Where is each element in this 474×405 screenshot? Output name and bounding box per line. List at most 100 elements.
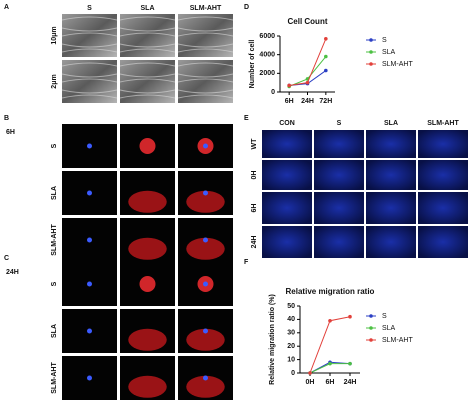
nucleus xyxy=(203,190,208,196)
texture xyxy=(119,62,176,67)
label: S xyxy=(337,120,342,127)
nucleus xyxy=(203,328,208,334)
nucleus xyxy=(87,328,92,334)
legend-marker xyxy=(369,38,373,42)
row-label: 2μm xyxy=(51,74,58,88)
y-tick-label: 50 xyxy=(287,303,295,310)
migration-image xyxy=(418,226,468,258)
y-tick-label: 4000 xyxy=(259,52,275,59)
cell-red xyxy=(128,237,167,260)
migration-image xyxy=(418,130,468,158)
label: SLM-AHT xyxy=(190,5,222,12)
legend-label: S xyxy=(382,313,387,320)
point xyxy=(328,361,332,366)
y-tick-label: 2000 xyxy=(259,70,275,77)
migration-image xyxy=(314,192,364,224)
label: 24H xyxy=(6,269,19,276)
migration-image xyxy=(366,192,416,224)
panel-label: D xyxy=(244,4,249,11)
nucleus xyxy=(203,237,208,243)
y-axis-label: Relative migration ratio (%) xyxy=(269,294,276,385)
cell-red xyxy=(139,276,156,292)
texture xyxy=(61,16,118,21)
texture xyxy=(61,62,118,67)
legend-marker xyxy=(369,62,373,66)
label: A xyxy=(4,4,9,11)
cell-red xyxy=(128,375,167,398)
label: S xyxy=(87,5,92,12)
nucleus xyxy=(87,375,92,381)
y-tick-label: 0 xyxy=(291,370,295,377)
migration-image xyxy=(366,130,416,158)
cell-red xyxy=(186,375,225,398)
row-label: SLM-AHT xyxy=(51,362,58,394)
y-tick-label: 40 xyxy=(287,316,295,323)
point xyxy=(324,37,328,41)
label: SLM-AHT xyxy=(427,120,459,127)
x-tick-label: 72H xyxy=(319,98,332,105)
legend-marker xyxy=(369,50,373,54)
x-tick-label: 6H xyxy=(285,98,294,105)
texture xyxy=(177,62,234,67)
texture xyxy=(119,32,176,37)
y-tick-label: 20 xyxy=(287,343,295,350)
label: B xyxy=(4,115,9,122)
cell-red xyxy=(186,328,225,351)
texture xyxy=(119,89,176,94)
cell-red xyxy=(186,190,225,213)
y-tick-label: 30 xyxy=(287,330,295,337)
legend-label: SLM-AHT xyxy=(382,337,413,344)
panel-label: F xyxy=(244,259,249,266)
row-label: SLM-AHT xyxy=(51,224,58,256)
cell-red xyxy=(186,237,225,260)
texture xyxy=(119,16,176,21)
legend-marker xyxy=(369,314,373,318)
migration-image xyxy=(314,160,364,190)
texture xyxy=(119,43,176,48)
legend-marker xyxy=(369,338,373,342)
row-label: 10μm xyxy=(51,26,58,44)
texture xyxy=(61,48,118,53)
migration-image xyxy=(262,192,312,224)
label: SLA xyxy=(384,120,398,127)
texture xyxy=(177,32,234,37)
texture xyxy=(119,27,176,32)
x-tick-label: 24H xyxy=(344,379,357,386)
y-tick-label: 0 xyxy=(271,89,275,96)
nucleus xyxy=(87,237,92,243)
migration-image xyxy=(418,192,468,224)
legend-marker xyxy=(369,326,373,330)
label: 6H xyxy=(6,129,15,136)
label: SLA xyxy=(141,5,155,12)
texture xyxy=(61,89,118,94)
label: C xyxy=(4,255,9,262)
row-label: WT xyxy=(251,138,258,150)
nucleus xyxy=(203,375,208,381)
y-tick-label: 10 xyxy=(287,356,295,363)
cell-red xyxy=(128,328,167,351)
nucleus xyxy=(87,190,92,196)
point xyxy=(324,68,328,73)
point xyxy=(287,83,291,88)
texture xyxy=(61,94,118,99)
texture xyxy=(119,73,176,78)
nucleus xyxy=(87,281,92,287)
cell-red xyxy=(139,138,156,154)
migration-image xyxy=(314,226,364,258)
row-label: S xyxy=(51,143,58,148)
migration-image xyxy=(262,130,312,158)
row-label: 6H xyxy=(251,204,258,213)
migration-image xyxy=(314,130,364,158)
row-label: SLA xyxy=(51,324,58,338)
texture xyxy=(61,32,118,37)
cell-red xyxy=(128,190,167,213)
legend-label: S xyxy=(382,37,387,44)
texture xyxy=(61,73,118,78)
migration-image xyxy=(366,226,416,258)
x-tick-label: 24H xyxy=(301,98,314,105)
nucleus xyxy=(203,143,208,149)
y-tick-label: 6000 xyxy=(259,33,275,40)
texture xyxy=(177,73,234,78)
texture xyxy=(119,48,176,53)
